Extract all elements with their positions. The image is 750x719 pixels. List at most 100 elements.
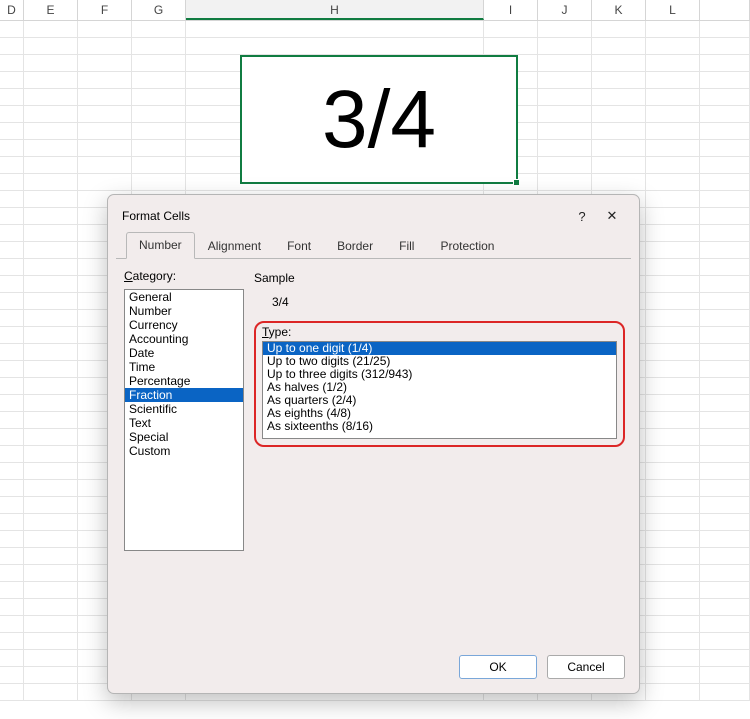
- grid-cell[interactable]: [646, 191, 700, 207]
- grid-cell[interactable]: [78, 157, 132, 173]
- grid-cell[interactable]: [24, 565, 78, 581]
- col-header-E[interactable]: E: [24, 0, 78, 20]
- grid-cell[interactable]: [0, 157, 24, 173]
- grid-cell[interactable]: [646, 276, 700, 292]
- grid-cell[interactable]: [538, 123, 592, 139]
- grid-cell[interactable]: [0, 21, 24, 37]
- grid-cell[interactable]: [700, 429, 750, 445]
- grid-cell[interactable]: [24, 55, 78, 71]
- grid-cell[interactable]: [700, 412, 750, 428]
- grid-cell[interactable]: [592, 123, 646, 139]
- grid-cell[interactable]: [700, 446, 750, 462]
- grid-cell[interactable]: [132, 72, 186, 88]
- col-header-F[interactable]: F: [78, 0, 132, 20]
- tab-fill[interactable]: Fill: [386, 233, 427, 259]
- grid-cell[interactable]: [646, 208, 700, 224]
- grid-cell[interactable]: [646, 344, 700, 360]
- grid-cell[interactable]: [484, 21, 538, 37]
- grid-cell[interactable]: [646, 616, 700, 632]
- grid-cell[interactable]: [0, 361, 24, 377]
- grid-cell[interactable]: [0, 123, 24, 139]
- category-list[interactable]: GeneralNumberCurrencyAccountingDateTimeP…: [124, 289, 244, 551]
- category-item[interactable]: Text: [125, 416, 243, 430]
- grid-cell[interactable]: [700, 616, 750, 632]
- grid-cell[interactable]: [646, 21, 700, 37]
- grid-cell[interactable]: [646, 650, 700, 666]
- grid-cell[interactable]: [700, 225, 750, 241]
- grid-cell[interactable]: [24, 21, 78, 37]
- grid-cell[interactable]: [646, 480, 700, 496]
- category-item[interactable]: Date: [125, 346, 243, 360]
- grid-cell[interactable]: [484, 38, 538, 54]
- grid-cell[interactable]: [700, 667, 750, 683]
- grid-cell[interactable]: [646, 548, 700, 564]
- grid-cell[interactable]: [592, 106, 646, 122]
- grid-cell[interactable]: [646, 89, 700, 105]
- grid-cell[interactable]: [132, 174, 186, 190]
- grid-cell[interactable]: [646, 55, 700, 71]
- grid-cell[interactable]: [646, 582, 700, 598]
- selection-fill-handle[interactable]: [513, 179, 520, 186]
- grid-cell[interactable]: [700, 514, 750, 530]
- grid-cell[interactable]: [0, 106, 24, 122]
- category-item[interactable]: Currency: [125, 318, 243, 332]
- grid-cell[interactable]: [78, 174, 132, 190]
- category-item[interactable]: Percentage: [125, 374, 243, 388]
- grid-cell[interactable]: [646, 293, 700, 309]
- grid-cell[interactable]: [700, 582, 750, 598]
- grid-cell[interactable]: [78, 140, 132, 156]
- grid-cell[interactable]: [700, 157, 750, 173]
- close-button[interactable]: ✕: [597, 205, 627, 227]
- category-item[interactable]: Accounting: [125, 332, 243, 346]
- grid-cell[interactable]: [538, 55, 592, 71]
- grid-cell[interactable]: [24, 497, 78, 513]
- tab-font[interactable]: Font: [274, 233, 324, 259]
- grid-cell[interactable]: [24, 531, 78, 547]
- grid-cell[interactable]: [78, 72, 132, 88]
- grid-cell[interactable]: [646, 565, 700, 581]
- grid-cell[interactable]: [0, 548, 24, 564]
- grid-cell[interactable]: [24, 157, 78, 173]
- grid-cell[interactable]: [646, 225, 700, 241]
- grid-cell[interactable]: [700, 480, 750, 496]
- grid-cell[interactable]: [592, 21, 646, 37]
- type-list[interactable]: Up to one digit (1/4)Up to two digits (2…: [262, 341, 617, 439]
- grid-cell[interactable]: [646, 599, 700, 615]
- grid-cell[interactable]: [132, 55, 186, 71]
- grid-cell[interactable]: [0, 89, 24, 105]
- grid-cell[interactable]: [0, 531, 24, 547]
- grid-cell[interactable]: [700, 684, 750, 700]
- grid-cell[interactable]: [24, 293, 78, 309]
- grid-cell[interactable]: [24, 327, 78, 343]
- grid-cell[interactable]: [700, 497, 750, 513]
- grid-cell[interactable]: [0, 378, 24, 394]
- grid-cell[interactable]: [700, 463, 750, 479]
- grid-cell[interactable]: [132, 123, 186, 139]
- grid-cell[interactable]: [592, 140, 646, 156]
- grid-cell[interactable]: [0, 327, 24, 343]
- grid-cell[interactable]: [24, 225, 78, 241]
- grid-cell[interactable]: [132, 157, 186, 173]
- grid-cell[interactable]: [0, 582, 24, 598]
- grid-cell[interactable]: [24, 344, 78, 360]
- grid-cell[interactable]: [0, 225, 24, 241]
- grid-cell[interactable]: [24, 259, 78, 275]
- grid-cell[interactable]: [646, 361, 700, 377]
- grid-cell[interactable]: [646, 429, 700, 445]
- grid-cell[interactable]: [700, 174, 750, 190]
- grid-cell[interactable]: [700, 55, 750, 71]
- grid-cell[interactable]: [24, 514, 78, 530]
- type-item[interactable]: As sixteenths (8/16): [263, 420, 616, 433]
- col-header-G[interactable]: G: [132, 0, 186, 20]
- grid-cell[interactable]: [0, 599, 24, 615]
- grid-cell[interactable]: [646, 140, 700, 156]
- grid-cell[interactable]: [0, 276, 24, 292]
- grid-cell[interactable]: [646, 633, 700, 649]
- grid-cell[interactable]: [700, 565, 750, 581]
- category-item[interactable]: General: [125, 290, 243, 304]
- grid-cell[interactable]: [132, 140, 186, 156]
- grid-cell[interactable]: [24, 378, 78, 394]
- grid-cell[interactable]: [700, 276, 750, 292]
- grid-cell[interactable]: [0, 412, 24, 428]
- grid-cell[interactable]: [24, 89, 78, 105]
